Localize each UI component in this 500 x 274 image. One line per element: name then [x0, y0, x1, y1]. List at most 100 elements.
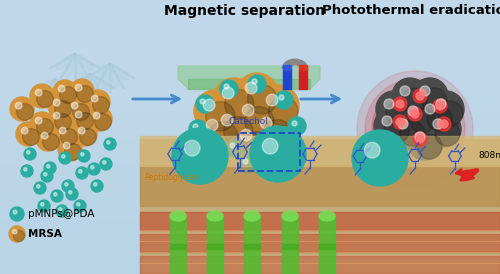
Circle shape — [80, 129, 96, 145]
Circle shape — [240, 129, 252, 141]
Circle shape — [76, 203, 80, 206]
Polygon shape — [188, 79, 310, 89]
Circle shape — [62, 180, 74, 192]
Circle shape — [24, 148, 36, 160]
Circle shape — [231, 120, 273, 162]
Circle shape — [13, 210, 17, 214]
Circle shape — [94, 114, 112, 130]
Bar — [0, 0, 500, 14]
Circle shape — [36, 117, 42, 124]
Circle shape — [393, 97, 407, 111]
Circle shape — [437, 117, 451, 131]
Circle shape — [357, 71, 473, 187]
Bar — [170, 216, 186, 274]
Circle shape — [10, 207, 24, 221]
Circle shape — [242, 132, 272, 161]
Circle shape — [396, 118, 404, 126]
Circle shape — [14, 230, 24, 242]
Ellipse shape — [56, 55, 74, 70]
Ellipse shape — [66, 56, 76, 77]
Ellipse shape — [319, 211, 335, 221]
Circle shape — [436, 102, 444, 110]
Circle shape — [390, 111, 426, 147]
Circle shape — [402, 88, 427, 113]
Bar — [0, 259, 500, 274]
Circle shape — [90, 166, 94, 169]
Ellipse shape — [76, 55, 94, 70]
Circle shape — [425, 104, 435, 114]
Circle shape — [440, 120, 448, 128]
Polygon shape — [178, 66, 320, 89]
Circle shape — [400, 86, 410, 96]
Circle shape — [221, 114, 233, 126]
Circle shape — [273, 147, 278, 152]
Circle shape — [9, 226, 25, 242]
Circle shape — [407, 124, 443, 160]
Circle shape — [386, 101, 411, 126]
Bar — [238, 133, 300, 171]
Circle shape — [242, 104, 254, 116]
Circle shape — [76, 85, 94, 102]
Circle shape — [74, 200, 86, 212]
Circle shape — [16, 104, 34, 120]
Text: Catechol: Catechol — [228, 117, 268, 126]
Ellipse shape — [36, 80, 54, 95]
Ellipse shape — [46, 81, 56, 102]
Bar — [0, 109, 500, 123]
Circle shape — [60, 87, 76, 103]
Circle shape — [72, 104, 90, 120]
Bar — [0, 81, 500, 96]
Bar — [0, 40, 500, 55]
Ellipse shape — [56, 80, 74, 95]
Circle shape — [91, 180, 103, 192]
Ellipse shape — [82, 76, 91, 97]
Circle shape — [51, 190, 63, 202]
Text: MRSA: MRSA — [28, 229, 62, 239]
Circle shape — [66, 188, 78, 200]
Circle shape — [54, 112, 60, 119]
Bar — [283, 65, 291, 70]
Circle shape — [16, 102, 22, 109]
Circle shape — [76, 84, 82, 91]
Circle shape — [268, 96, 298, 126]
Circle shape — [393, 115, 407, 129]
Ellipse shape — [102, 66, 111, 87]
Circle shape — [425, 111, 461, 147]
Circle shape — [262, 138, 278, 154]
Circle shape — [53, 80, 77, 104]
Circle shape — [58, 137, 82, 161]
Circle shape — [205, 149, 210, 154]
Circle shape — [212, 105, 254, 147]
Bar — [319, 244, 335, 249]
Circle shape — [78, 127, 85, 134]
Circle shape — [30, 112, 54, 136]
Circle shape — [233, 95, 275, 137]
Circle shape — [193, 124, 198, 129]
Circle shape — [417, 96, 453, 132]
Bar — [0, 95, 500, 110]
Circle shape — [376, 91, 412, 127]
Circle shape — [415, 132, 425, 142]
Circle shape — [416, 135, 424, 143]
Circle shape — [10, 97, 34, 121]
Circle shape — [224, 84, 229, 89]
Circle shape — [412, 78, 448, 114]
Bar — [299, 65, 307, 70]
Circle shape — [248, 85, 277, 114]
Circle shape — [416, 92, 424, 100]
Circle shape — [365, 79, 465, 179]
Ellipse shape — [109, 66, 118, 87]
Circle shape — [62, 155, 65, 158]
Circle shape — [16, 122, 40, 146]
Circle shape — [106, 141, 110, 144]
Circle shape — [250, 126, 306, 182]
Circle shape — [70, 79, 94, 103]
Bar — [140, 256, 500, 274]
Circle shape — [54, 101, 72, 117]
Bar — [0, 136, 500, 151]
Circle shape — [88, 163, 100, 175]
Bar — [0, 67, 500, 82]
Circle shape — [262, 119, 292, 149]
Circle shape — [400, 98, 436, 134]
Circle shape — [396, 100, 404, 108]
